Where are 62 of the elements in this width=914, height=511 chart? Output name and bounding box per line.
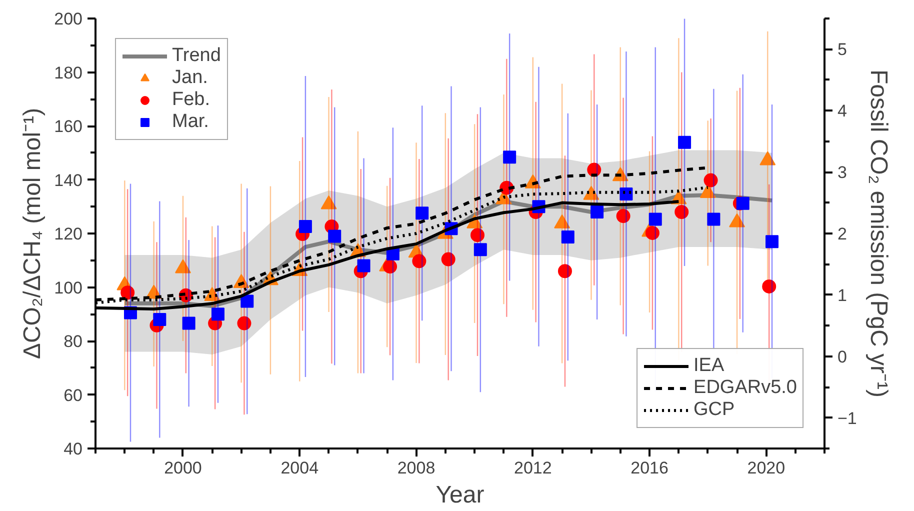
y-tick-label: 140 <box>54 170 83 190</box>
y-tick-label: 120 <box>54 224 83 244</box>
point <box>328 230 342 243</box>
point <box>412 254 426 268</box>
point <box>648 212 662 226</box>
point <box>704 173 718 188</box>
point <box>645 226 660 240</box>
point <box>441 252 456 266</box>
y-tick-label: 80 <box>64 332 83 351</box>
point <box>470 228 484 242</box>
y-tick-label: 180 <box>54 63 83 82</box>
y-tick-label: 60 <box>64 386 83 405</box>
legend-label: GCP <box>694 399 735 421</box>
point <box>120 286 135 300</box>
point <box>416 206 429 220</box>
point <box>211 308 224 321</box>
point <box>153 313 166 326</box>
point <box>357 259 370 272</box>
point <box>678 136 692 149</box>
y2-tick-label: −1 <box>838 408 857 428</box>
point <box>590 206 604 218</box>
y2-tick-label: 4 <box>838 102 847 121</box>
x-tick-label: 2004 <box>280 458 319 478</box>
y2-tick-label: 2 <box>838 224 847 244</box>
y-tick-label: 100 <box>54 278 83 298</box>
point <box>383 260 398 274</box>
legend-label: Jan. <box>172 67 208 89</box>
x-tick-label: 2020 <box>747 458 786 478</box>
legend-label: Mar. <box>172 111 209 133</box>
point <box>616 209 630 224</box>
y2-tick-label: 1 <box>838 286 847 305</box>
y-tick-label: 40 <box>64 440 83 458</box>
point <box>736 196 750 210</box>
point <box>474 243 487 256</box>
point <box>182 316 196 330</box>
x-tick-label: 2000 <box>164 458 202 478</box>
point <box>237 316 252 330</box>
point <box>503 150 516 164</box>
point <box>561 230 574 244</box>
y-tick-label: 200 <box>54 10 83 28</box>
point <box>620 187 633 200</box>
y-axis-title: ΔCO₂/ΔCH₄ (mol mol⁻¹) <box>19 108 46 360</box>
point <box>674 205 689 219</box>
legend-label: Feb. <box>172 89 210 111</box>
point <box>766 235 779 248</box>
point <box>240 294 254 308</box>
y2-axis-title: Fossil CO₂ emission (PgC yr⁻¹) <box>864 69 892 398</box>
x-axis-title: Year <box>436 482 484 508</box>
point <box>298 220 312 234</box>
y2-tick-label: 3 <box>838 163 847 182</box>
point <box>558 264 572 278</box>
y2-tick-label: 5 <box>838 40 847 60</box>
y2-tick-label: 0 <box>838 347 847 366</box>
legend-label: IEA <box>694 355 724 377</box>
y-tick-label: 160 <box>54 117 83 136</box>
legend-label: EDGARv5.0 <box>694 377 797 399</box>
legend-label: Trend <box>172 45 221 67</box>
x-tick-label: 2008 <box>397 458 436 478</box>
x-tick-label: 2012 <box>514 458 552 478</box>
x-tick-label: 2016 <box>630 458 668 478</box>
point <box>707 212 720 226</box>
point <box>762 279 776 294</box>
